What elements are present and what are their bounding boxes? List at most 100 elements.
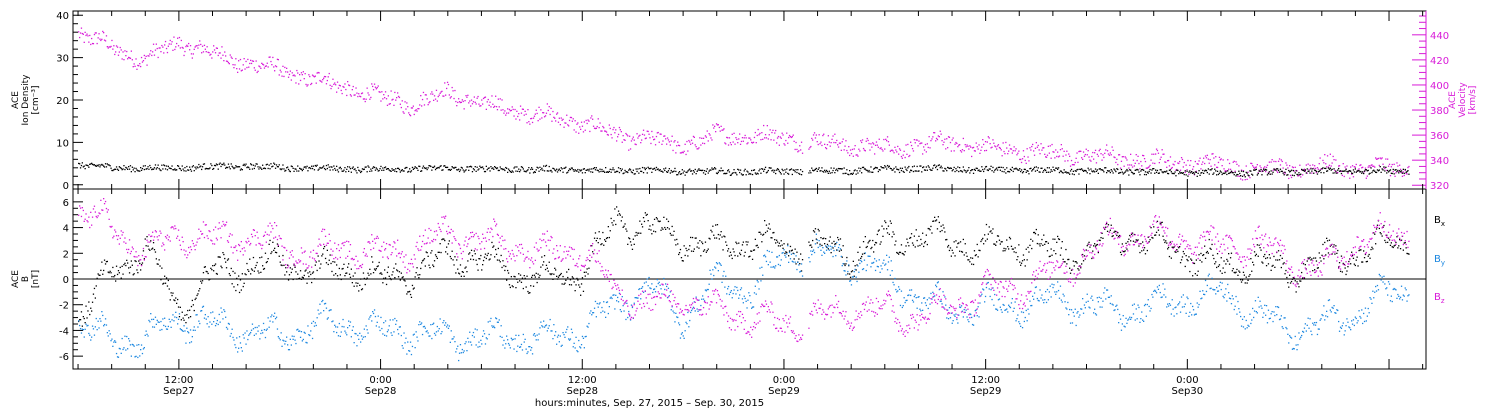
data-point [893, 233, 895, 235]
data-point [753, 249, 756, 251]
data-point [1013, 251, 1015, 253]
data-point [616, 170, 618, 172]
data-point [366, 87, 368, 89]
data-point [867, 242, 869, 244]
data-point [302, 338, 304, 341]
data-point [639, 220, 641, 222]
data-point [931, 232, 933, 234]
data-point [1346, 170, 1348, 173]
data-point [1045, 241, 1048, 243]
data-point [794, 171, 796, 173]
data-point [939, 130, 941, 132]
data-point [874, 244, 876, 246]
data-point [894, 171, 896, 173]
data-point [1338, 165, 1341, 167]
data-point [496, 167, 499, 169]
data-point [815, 134, 817, 136]
data-point [359, 284, 361, 286]
data-point [360, 96, 362, 98]
data-point [984, 150, 986, 152]
data-point [1406, 252, 1408, 255]
data-point [183, 325, 185, 327]
data-point [1380, 171, 1382, 173]
data-point [938, 136, 940, 138]
data-point [1252, 261, 1254, 263]
data-point [221, 267, 223, 269]
data-point [308, 167, 310, 169]
data-point [475, 344, 477, 346]
data-point [394, 277, 396, 279]
data-point [1023, 259, 1025, 261]
data-point [1305, 172, 1307, 174]
data-point [336, 91, 338, 93]
data-point [896, 251, 898, 254]
data-point [99, 318, 101, 320]
data-point [502, 260, 504, 262]
data-point [1355, 259, 1357, 261]
data-point [1064, 171, 1066, 173]
data-point [1051, 143, 1053, 146]
data-point [287, 76, 290, 78]
data-point [662, 228, 664, 230]
data-point [1326, 155, 1329, 157]
data-point [801, 152, 804, 154]
data-point [1306, 172, 1308, 174]
data-point [788, 134, 791, 137]
data-point [165, 47, 168, 50]
data-point [502, 168, 504, 171]
data-point [323, 310, 325, 312]
data-point [1039, 153, 1041, 155]
data-point [630, 171, 633, 173]
data-point [149, 164, 151, 167]
data-point [253, 67, 255, 69]
data-point [749, 137, 751, 139]
data-point [226, 166, 229, 169]
data-point [752, 141, 755, 143]
data-point [199, 166, 201, 168]
data-point [1006, 167, 1008, 169]
data-point [617, 210, 620, 212]
data-point [987, 136, 989, 138]
data-point [305, 341, 307, 344]
data-point [1022, 254, 1025, 256]
data-point [785, 251, 787, 253]
data-point [247, 166, 249, 168]
data-point [653, 138, 656, 140]
data-point [620, 131, 622, 133]
data-point [308, 334, 310, 336]
data-point [181, 329, 183, 332]
data-point [350, 268, 352, 270]
data-point [206, 46, 208, 48]
data-point [319, 303, 321, 305]
data-point [733, 251, 735, 253]
data-point [728, 171, 731, 173]
data-point [808, 172, 810, 174]
data-point [444, 239, 446, 242]
data-point [917, 145, 919, 147]
data-point [1045, 171, 1048, 173]
data-point [867, 139, 869, 142]
data-point [1100, 169, 1102, 171]
data-point [1348, 260, 1350, 263]
data-point [333, 83, 335, 85]
data-point [1115, 170, 1117, 173]
data-point [918, 235, 920, 237]
data-point [341, 170, 343, 172]
data-point [1143, 155, 1145, 157]
data-point [830, 252, 832, 254]
data-point [428, 165, 430, 167]
data-point [122, 51, 124, 53]
data-point [269, 239, 271, 242]
data-point [829, 172, 831, 174]
data-point [152, 168, 154, 170]
data-point [345, 88, 347, 91]
data-point [409, 171, 412, 173]
data-point [238, 60, 240, 62]
data-point [1063, 261, 1065, 263]
data-point [277, 166, 279, 168]
data-point [941, 229, 943, 232]
data-point [1119, 171, 1122, 174]
data-point [1075, 157, 1077, 159]
data-point [726, 172, 728, 174]
data-point [429, 101, 431, 103]
